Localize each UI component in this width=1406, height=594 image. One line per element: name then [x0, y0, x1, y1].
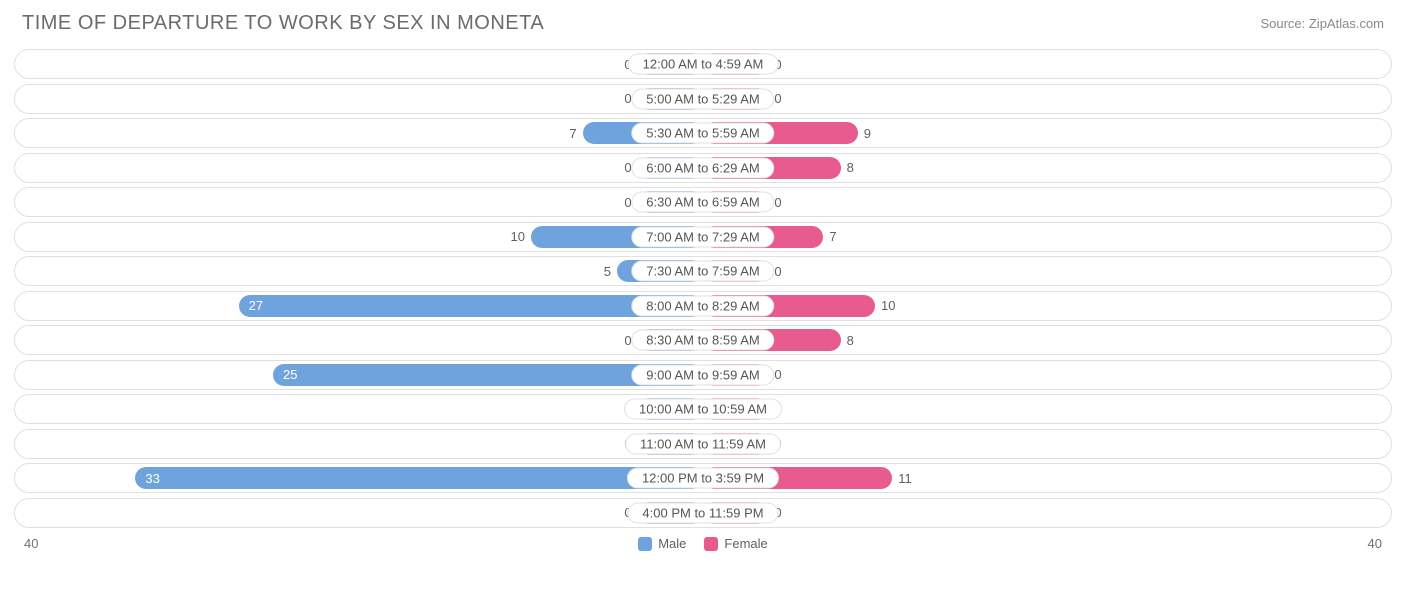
male-half: 0	[15, 326, 703, 354]
male-bar	[135, 467, 703, 489]
male-value: 7	[563, 119, 582, 147]
male-value: 25	[273, 361, 303, 389]
male-half: 33	[15, 464, 703, 492]
legend-label: Male	[658, 536, 686, 551]
time-range-label: 7:30 AM to 7:59 AM	[631, 261, 774, 282]
axis-max-right: 40	[1368, 536, 1382, 551]
female-half: 0	[703, 257, 1391, 285]
female-value: 10	[875, 292, 901, 320]
chart-row: 0011:00 AM to 11:59 AM	[14, 429, 1392, 459]
male-half: 0	[15, 430, 703, 458]
chart-source: Source: ZipAtlas.com	[1260, 16, 1384, 31]
legend-swatch	[704, 537, 718, 551]
chart-row: 33 11 12:00 PM to 3:59 PM	[14, 463, 1392, 493]
time-range-label: 5:00 AM to 5:29 AM	[631, 88, 774, 109]
female-half: 0	[703, 395, 1391, 423]
time-range-label: 11:00 AM to 11:59 AM	[625, 433, 781, 454]
chart-header: TIME OF DEPARTURE TO WORK BY SEX IN MONE…	[14, 12, 1392, 35]
chart-row: 006:30 AM to 6:59 AM	[14, 187, 1392, 217]
chart-row: 0 8 6:00 AM to 6:29 AM	[14, 153, 1392, 183]
female-half: 0	[703, 361, 1391, 389]
female-half: 0	[703, 430, 1391, 458]
legend-item: Female	[704, 536, 767, 551]
female-half: 0	[703, 499, 1391, 527]
female-value: 7	[823, 223, 842, 251]
male-half: 0	[15, 85, 703, 113]
chart-title: TIME OF DEPARTURE TO WORK BY SEX IN MONE…	[22, 12, 544, 35]
chart-row: 27 10 8:00 AM to 8:29 AM	[14, 291, 1392, 321]
time-range-label: 12:00 AM to 4:59 AM	[628, 54, 779, 75]
chart-rows: 0012:00 AM to 4:59 AM005:00 AM to 5:29 A…	[14, 49, 1392, 528]
legend-swatch	[638, 537, 652, 551]
legend-item: Male	[638, 536, 686, 551]
time-range-label: 7:00 AM to 7:29 AM	[631, 226, 774, 247]
chart-row: 7 9 5:30 AM to 5:59 AM	[14, 118, 1392, 148]
time-range-label: 5:30 AM to 5:59 AM	[631, 123, 774, 144]
male-half: 7	[15, 119, 703, 147]
female-value: 9	[858, 119, 877, 147]
male-value: 33	[135, 464, 165, 492]
male-half: 10	[15, 223, 703, 251]
chart-legend: Male Female	[638, 536, 768, 551]
time-range-label: 10:00 AM to 10:59 AM	[624, 399, 782, 420]
male-half: 0	[15, 50, 703, 78]
legend-label: Female	[724, 536, 767, 551]
time-range-label: 9:00 AM to 9:59 AM	[631, 364, 774, 385]
male-half: 0	[15, 395, 703, 423]
female-half: 8	[703, 326, 1391, 354]
time-range-label: 6:30 AM to 6:59 AM	[631, 192, 774, 213]
female-half: 0	[703, 85, 1391, 113]
female-value: 11	[892, 464, 918, 492]
male-value: 5	[598, 257, 617, 285]
chart-row: 005:00 AM to 5:29 AM	[14, 84, 1392, 114]
time-range-label: 4:00 PM to 11:59 PM	[627, 502, 778, 523]
chart-row: 0 8 8:30 AM to 8:59 AM	[14, 325, 1392, 355]
female-half: 9	[703, 119, 1391, 147]
male-half: 0	[15, 499, 703, 527]
female-half: 8	[703, 154, 1391, 182]
female-half: 0	[703, 188, 1391, 216]
chart-row: 0012:00 AM to 4:59 AM	[14, 49, 1392, 79]
female-half: 7	[703, 223, 1391, 251]
butterfly-chart: TIME OF DEPARTURE TO WORK BY SEX IN MONE…	[0, 0, 1406, 594]
chart-row: 10 7 7:00 AM to 7:29 AM	[14, 222, 1392, 252]
axis-max-left: 40	[24, 536, 38, 551]
time-range-label: 12:00 PM to 3:59 PM	[627, 468, 779, 489]
time-range-label: 8:30 AM to 8:59 AM	[631, 330, 774, 351]
male-value: 10	[505, 223, 531, 251]
chart-row: 25 09:00 AM to 9:59 AM	[14, 360, 1392, 390]
chart-row: 5 07:30 AM to 7:59 AM	[14, 256, 1392, 286]
time-range-label: 6:00 AM to 6:29 AM	[631, 157, 774, 178]
chart-row: 0010:00 AM to 10:59 AM	[14, 394, 1392, 424]
male-half: 5	[15, 257, 703, 285]
male-half: 0	[15, 154, 703, 182]
female-half: 11	[703, 464, 1391, 492]
male-half: 0	[15, 188, 703, 216]
male-half: 25	[15, 361, 703, 389]
male-value: 27	[239, 292, 269, 320]
male-half: 27	[15, 292, 703, 320]
female-value: 8	[841, 154, 860, 182]
chart-row: 004:00 PM to 11:59 PM	[14, 498, 1392, 528]
female-value: 8	[841, 326, 860, 354]
female-half: 0	[703, 50, 1391, 78]
time-range-label: 8:00 AM to 8:29 AM	[631, 295, 774, 316]
chart-footer: 40 Male Female 40	[14, 532, 1392, 551]
female-half: 10	[703, 292, 1391, 320]
